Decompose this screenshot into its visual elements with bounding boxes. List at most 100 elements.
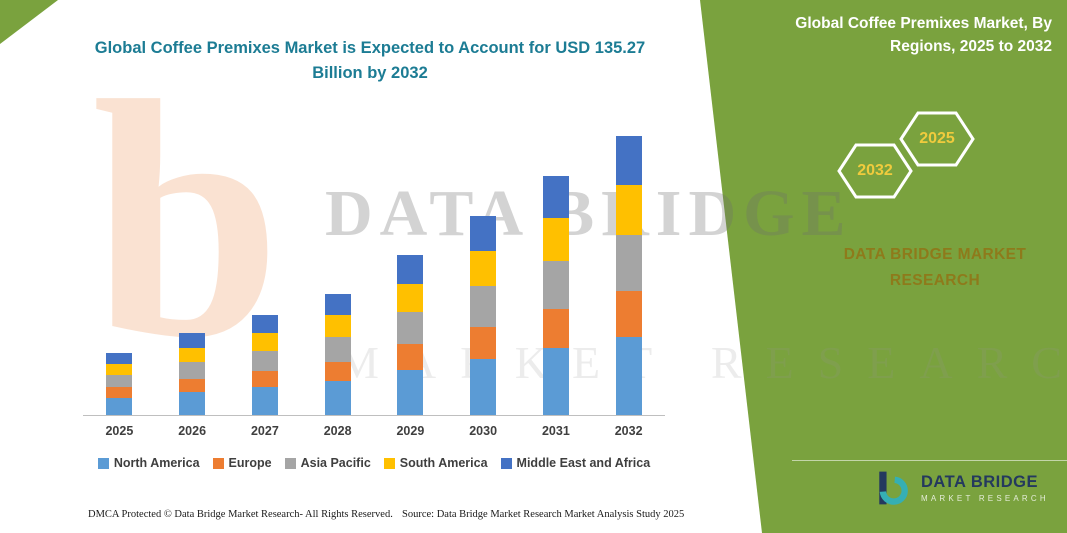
legend-label: South America: [399, 456, 488, 470]
segment-south-america: [324, 315, 351, 338]
segment-middle-east-and-africa: [542, 175, 569, 218]
bar-column-2025: [83, 353, 156, 415]
chart-title: Global Coffee Premixes Market is Expecte…: [94, 39, 646, 82]
segment-europe: [106, 387, 133, 398]
hexagon-year-label: 2025: [919, 130, 955, 147]
legend-item-south-america: South America: [383, 456, 488, 470]
segment-europe: [324, 361, 351, 382]
data-bridge-watermark: DATA BRIDGE: [325, 177, 853, 250]
segment-europe: [397, 344, 424, 371]
segment-north-america: [251, 386, 278, 415]
segment-north-america: [615, 336, 642, 415]
stacked-bar-chart: 2025 2026 2027 2028 2029 2030 2031 2032: [83, 126, 665, 438]
legend-label: Europe: [228, 456, 272, 470]
segment-asia-pacific: [251, 350, 278, 371]
segment-europe: [542, 309, 569, 348]
data-bridge-b-icon: [879, 471, 908, 505]
legend-swatch-icon: [97, 457, 109, 469]
x-axis-labels: 2025 2026 2027 2028 2029 2030 2031 2032: [83, 416, 665, 438]
segment-asia-pacific: [470, 286, 497, 327]
hexagon-year-label: 2032: [857, 162, 893, 179]
stacked-bar-2026: [179, 333, 206, 415]
stacked-bar-2029: [397, 255, 424, 415]
dmca-notice: DMCA Protected © Data Bridge Market Rese…: [88, 509, 393, 520]
bar-column-2030: [447, 215, 520, 415]
legend-label: Middle East and Africa: [516, 456, 651, 470]
panel-heading: Global Coffee Premixes Market, By Region…: [795, 15, 1052, 56]
legend-item-middle-east-and-africa: Middle East and Africa: [500, 456, 651, 470]
x-axis-label-2031: 2031: [541, 424, 570, 438]
segment-south-america: [179, 347, 206, 363]
logo-subtitle: MARKET RESEARCH: [921, 494, 1049, 503]
bar-column-2028: [301, 294, 374, 415]
x-axis-label-2032: 2032: [614, 424, 643, 438]
segment-asia-pacific: [615, 235, 642, 292]
legend-swatch-icon: [383, 457, 395, 469]
segment-north-america: [470, 359, 497, 415]
segment-europe: [251, 370, 278, 387]
bar-column-2027: [229, 315, 302, 415]
segment-north-america: [542, 347, 569, 415]
segment-middle-east-and-africa: [470, 215, 497, 251]
bar-column-2031: [520, 175, 593, 415]
brand-line-1: DATA BRIDGE MARKET: [843, 246, 1027, 263]
bar-column-2026: [156, 333, 229, 415]
legend-label: Asia Pacific: [300, 456, 371, 470]
data-bridge-logo: DATA BRIDGE MARKET RESEARCH: [872, 468, 1049, 508]
brand-line-2: RESEARCH: [889, 271, 981, 289]
legend-item-north-america: North America: [97, 456, 200, 470]
stacked-bar-2028: [324, 294, 351, 415]
stacked-bar-2027: [251, 315, 278, 415]
segment-south-america: [615, 184, 642, 236]
x-axis-label-2027: 2027: [250, 424, 279, 438]
source-note: Source: Data Bridge Market Research Mark…: [402, 509, 685, 520]
segment-north-america: [106, 397, 133, 415]
bar-column-2029: [374, 255, 447, 415]
segment-europe: [179, 378, 206, 392]
chart-legend: North America Europe Asia Pacific South Ame…: [70, 456, 678, 470]
x-axis-label-2028: 2028: [323, 424, 352, 438]
legend-label: North America: [113, 456, 200, 470]
segment-south-america: [106, 363, 133, 375]
x-axis-label-2029: 2029: [396, 424, 425, 438]
segment-middle-east-and-africa: [324, 294, 351, 316]
segment-south-america: [542, 217, 569, 261]
segment-asia-pacific: [397, 312, 424, 345]
segment-middle-east-and-africa: [251, 315, 278, 333]
segment-north-america: [324, 381, 351, 415]
segment-asia-pacific: [542, 260, 569, 310]
segment-south-america: [397, 283, 424, 313]
hexagon-2025: 2025: [898, 110, 976, 168]
bar-column-2032: [592, 135, 665, 415]
legend-swatch-icon: [500, 457, 512, 469]
brand-wordmark: DATA BRIDGE MARKET RESEARCH: [790, 242, 1067, 293]
legend-swatch-icon: [284, 457, 296, 469]
legend-item-europe: Europe: [212, 456, 272, 470]
hexagon-outline-icon: [899, 111, 975, 167]
corner-triangle-decoration: [0, 0, 58, 44]
segment-europe: [615, 291, 642, 337]
segment-asia-pacific: [106, 374, 133, 388]
segment-north-america: [179, 391, 206, 415]
segment-south-america: [470, 250, 497, 287]
segment-south-america: [251, 332, 278, 351]
bars: [83, 126, 665, 416]
market-research-watermark: MARKET RESEARCH: [338, 337, 1067, 388]
x-axis-label-2026: 2026: [178, 424, 207, 438]
segment-middle-east-and-africa: [106, 353, 133, 364]
segment-middle-east-and-africa: [615, 135, 642, 185]
segment-asia-pacific: [324, 337, 351, 362]
stacked-bar-2025: [106, 353, 133, 415]
segment-asia-pacific: [179, 362, 206, 379]
segment-north-america: [397, 370, 424, 415]
stacked-bar-2031: [542, 175, 569, 415]
hexagon-outline-icon: [837, 143, 913, 199]
legend-swatch-icon: [212, 457, 224, 469]
segment-europe: [470, 326, 497, 360]
hexagon-2032: 2032: [836, 142, 914, 200]
x-axis-label-2025: 2025: [105, 424, 134, 438]
legend-item-asia-pacific: Asia Pacific: [284, 456, 371, 470]
stacked-bar-2030: [470, 215, 497, 415]
